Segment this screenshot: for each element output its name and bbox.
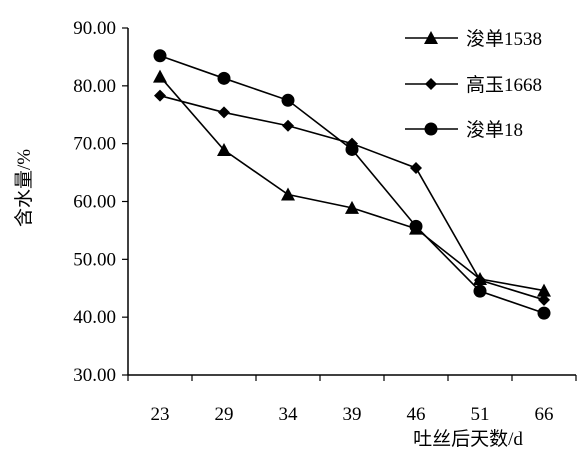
y-tick-label: 90.00 <box>73 18 116 39</box>
data-point <box>409 219 423 233</box>
data-point <box>537 283 551 297</box>
data-point <box>218 106 230 119</box>
data-point <box>474 274 486 287</box>
data-point <box>473 284 487 298</box>
data-point <box>153 49 167 63</box>
y-tick-label: 80.00 <box>73 76 116 97</box>
y-axis-label: 含水量/% <box>13 149 35 227</box>
series-line <box>159 76 545 292</box>
legend-label: 浚单18 <box>466 119 523 141</box>
y-tick-label: 70.00 <box>73 134 116 155</box>
data-point <box>537 306 551 320</box>
data-point <box>153 69 167 83</box>
x-tick-label: 34 <box>279 404 299 425</box>
data-point <box>217 143 231 157</box>
legend-item: 高玉1668 <box>405 74 542 96</box>
legend-marker <box>424 31 438 44</box>
data-point <box>345 200 359 214</box>
x-tick-label: 51 <box>471 404 490 425</box>
data-point <box>281 187 295 201</box>
series-3 <box>153 49 551 320</box>
legend-label: 高玉1668 <box>466 74 542 96</box>
series-1 <box>153 69 551 297</box>
series-layer <box>153 49 551 320</box>
x-axis: 23 29 34 39 46 51 66 <box>127 374 577 425</box>
y-tick-label: 50.00 <box>73 249 116 270</box>
x-tick-label: 29 <box>215 404 234 425</box>
legend-item: 浚单1538 <box>405 28 542 50</box>
data-point <box>538 293 550 306</box>
y-axis: 30.00 40.00 50.00 60.00 70.00 80.00 90.00 <box>73 18 129 386</box>
x-tick-label: 46 <box>407 404 426 425</box>
data-point <box>410 161 422 174</box>
data-point <box>282 119 294 132</box>
data-point <box>154 89 166 102</box>
y-tick-label: 30.00 <box>73 365 116 386</box>
x-tick-label: 39 <box>343 404 362 425</box>
x-tick-label: 23 <box>151 404 170 425</box>
y-tick-label: 40.00 <box>73 307 116 328</box>
data-point <box>345 142 359 156</box>
legend-item: 浚单18 <box>405 119 523 141</box>
data-point <box>217 71 231 85</box>
x-tick-label: 66 <box>535 404 554 425</box>
legend-marker <box>424 122 438 136</box>
legend-label: 浚单1538 <box>466 28 542 50</box>
data-point <box>281 93 295 107</box>
y-tick-label: 60.00 <box>73 192 116 213</box>
x-axis-label: 吐丝后天数/d <box>413 428 523 450</box>
legend-marker <box>425 78 437 90</box>
legend: 浚单1538 高玉1668 浚单18 <box>405 28 542 141</box>
